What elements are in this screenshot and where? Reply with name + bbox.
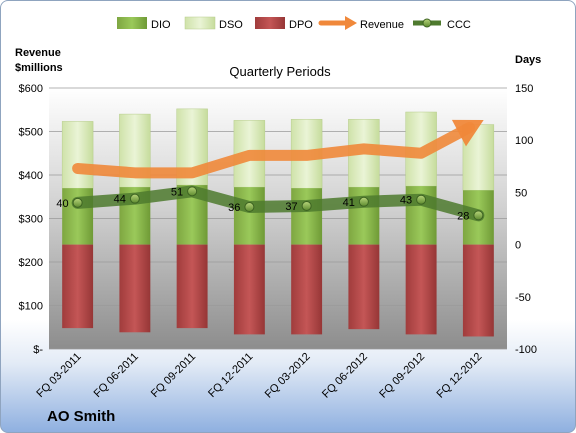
ccc-data-label: 40 <box>56 198 68 210</box>
x-tick-label: FQ 09-2011 <box>149 351 198 400</box>
legend-swatch-dio <box>117 17 147 29</box>
ccc-data-label: 51 <box>171 186 183 198</box>
ccc-point <box>416 194 427 205</box>
dpo-bar <box>119 244 151 333</box>
x-tick-label: FQ 06-2011 <box>92 351 141 400</box>
ccc-point <box>358 196 369 207</box>
dpo-bar <box>462 244 494 337</box>
dso-bar <box>61 121 94 189</box>
dpo-bar <box>348 244 380 330</box>
x-tick-label: FQ 12-2011 <box>206 351 255 400</box>
chart-title: Quarterly Periods <box>229 64 331 79</box>
dpo-bar <box>176 244 208 329</box>
dio-bar <box>291 188 323 245</box>
ccc-data-label: 28 <box>457 210 469 222</box>
revenue-series <box>72 119 484 179</box>
ccc-point <box>72 197 83 208</box>
legend-label-dso: DSO <box>219 19 243 31</box>
dpo-bar <box>233 244 265 335</box>
left-tick-label: $600 <box>19 83 43 95</box>
left-tick-label: $300 <box>19 214 43 226</box>
x-tick-label: FQ 06-2012 <box>320 351 370 401</box>
ccc-data-label: 41 <box>343 197 355 209</box>
legend-label-dpo: DPO <box>289 19 313 31</box>
legend-label-ccc: CCC <box>447 19 471 31</box>
ccc-point <box>244 202 255 213</box>
x-tick-label: FQ 12-2012 <box>435 351 485 401</box>
right-tick-label: 0 <box>515 240 521 252</box>
legend-swatch-dpo <box>255 17 285 29</box>
dpo-bar <box>62 244 94 329</box>
dio-bar <box>233 187 265 245</box>
right-tick-label: -100 <box>515 344 537 356</box>
ccc-point <box>473 210 484 221</box>
legend-label-revenue: Revenue <box>360 19 404 31</box>
right-tick-label: 100 <box>515 135 533 147</box>
left-tick-label: $100 <box>19 301 43 313</box>
right-axis-ticks: -100 -50 0 50 100 150 <box>515 83 537 356</box>
right-tick-label: 150 <box>515 83 533 95</box>
ccc-data-label: 36 <box>228 202 240 214</box>
left-tick-label: $500 <box>19 127 43 139</box>
ccc-point <box>129 193 140 204</box>
dpo-bar <box>405 244 437 335</box>
ccc-point <box>187 186 198 197</box>
legend-swatch-dso <box>184 16 216 30</box>
revenue-line <box>72 121 476 179</box>
left-axis-label-line2: $millions <box>15 62 63 74</box>
x-tick-label: FQ 03-2011 <box>34 351 83 400</box>
ccc-line <box>71 185 485 222</box>
ccc-data-label: 44 <box>114 194 126 206</box>
revenue-arrowhead <box>451 119 484 147</box>
ccc-series <box>71 185 485 222</box>
right-tick-label: -50 <box>515 292 531 304</box>
legend-arrow-revenue <box>345 16 357 30</box>
left-tick-label: $- <box>33 344 43 356</box>
left-axis-ticks: $- $100 $200 $300 $400 $500 $600 <box>19 83 44 356</box>
left-tick-label: $400 <box>19 170 43 182</box>
left-tick-label: $200 <box>19 257 43 269</box>
x-axis-ticks: FQ 03-2011 FQ 06-2011 FQ 09-2011 FQ 12-2011… <box>34 351 484 401</box>
legend-label-dio: DIO <box>151 19 171 31</box>
ccc-data-label: 37 <box>285 201 297 213</box>
x-tick-label: FQ 09-2012 <box>377 351 427 401</box>
company-name: AO Smith <box>47 408 115 425</box>
ccc-point <box>301 200 312 211</box>
right-axis-label: Days <box>515 54 541 66</box>
right-tick-label: 50 <box>515 187 527 199</box>
legend-marker-ccc <box>422 18 432 28</box>
left-axis-label-line1: Revenue <box>15 47 61 59</box>
legend: DIO DSO DPO Revenue CCC <box>117 16 471 31</box>
x-tick-label: FQ 03-2012 <box>263 351 313 401</box>
ccc-data-label: 43 <box>400 195 412 207</box>
dpo-bar <box>291 244 323 335</box>
ccc-data-labels: 40 44 51 36 37 41 43 28 <box>56 186 469 222</box>
